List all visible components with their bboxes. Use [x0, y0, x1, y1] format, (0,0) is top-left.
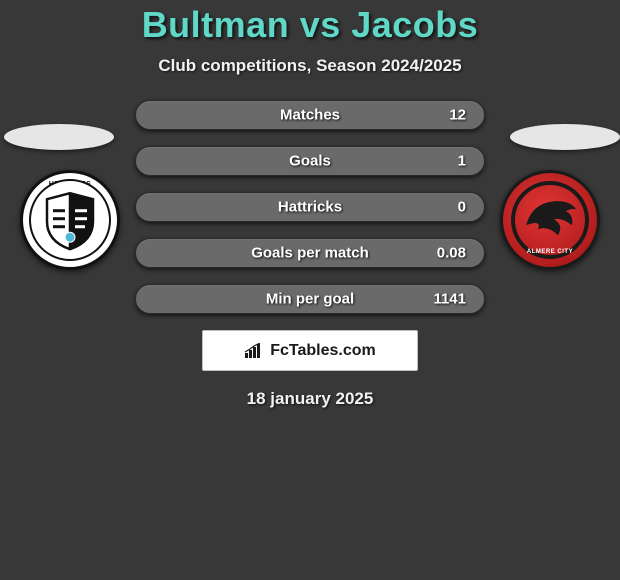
stat-value-right: 12 — [449, 107, 466, 124]
stat-row-goals: Goals 1 — [135, 146, 485, 176]
brand-text: FcTables.com — [270, 342, 376, 360]
stat-value-right: 1141 — [433, 291, 466, 308]
fctables-brand-link[interactable]: FcTables.com — [202, 330, 418, 371]
stat-value-right: 0.08 — [437, 245, 466, 262]
stat-label: Matches — [136, 107, 484, 124]
stat-row-min-per-goal: Min per goal 1141 — [135, 284, 485, 314]
stat-row-goals-per-match: Goals per match 0.08 — [135, 238, 485, 268]
stat-label: Hattricks — [136, 199, 484, 216]
comparison-date: 18 january 2025 — [0, 389, 620, 409]
stat-row-matches: Matches 12 — [135, 100, 485, 130]
stat-label: Goals — [136, 153, 484, 170]
comparison-title: Bultman vs Jacobs — [0, 4, 620, 46]
comparison-subtitle: Club competitions, Season 2024/2025 — [0, 56, 620, 76]
bar-chart-icon — [244, 343, 264, 359]
stat-value-right: 1 — [458, 153, 466, 170]
stat-label: Min per goal — [136, 291, 484, 308]
stat-row-hattricks: Hattricks 0 — [135, 192, 485, 222]
stat-value-right: 0 — [458, 199, 466, 216]
stat-label: Goals per match — [136, 245, 484, 262]
stats-table: Matches 12 Goals 1 Hattricks 0 Goals per… — [0, 100, 620, 314]
